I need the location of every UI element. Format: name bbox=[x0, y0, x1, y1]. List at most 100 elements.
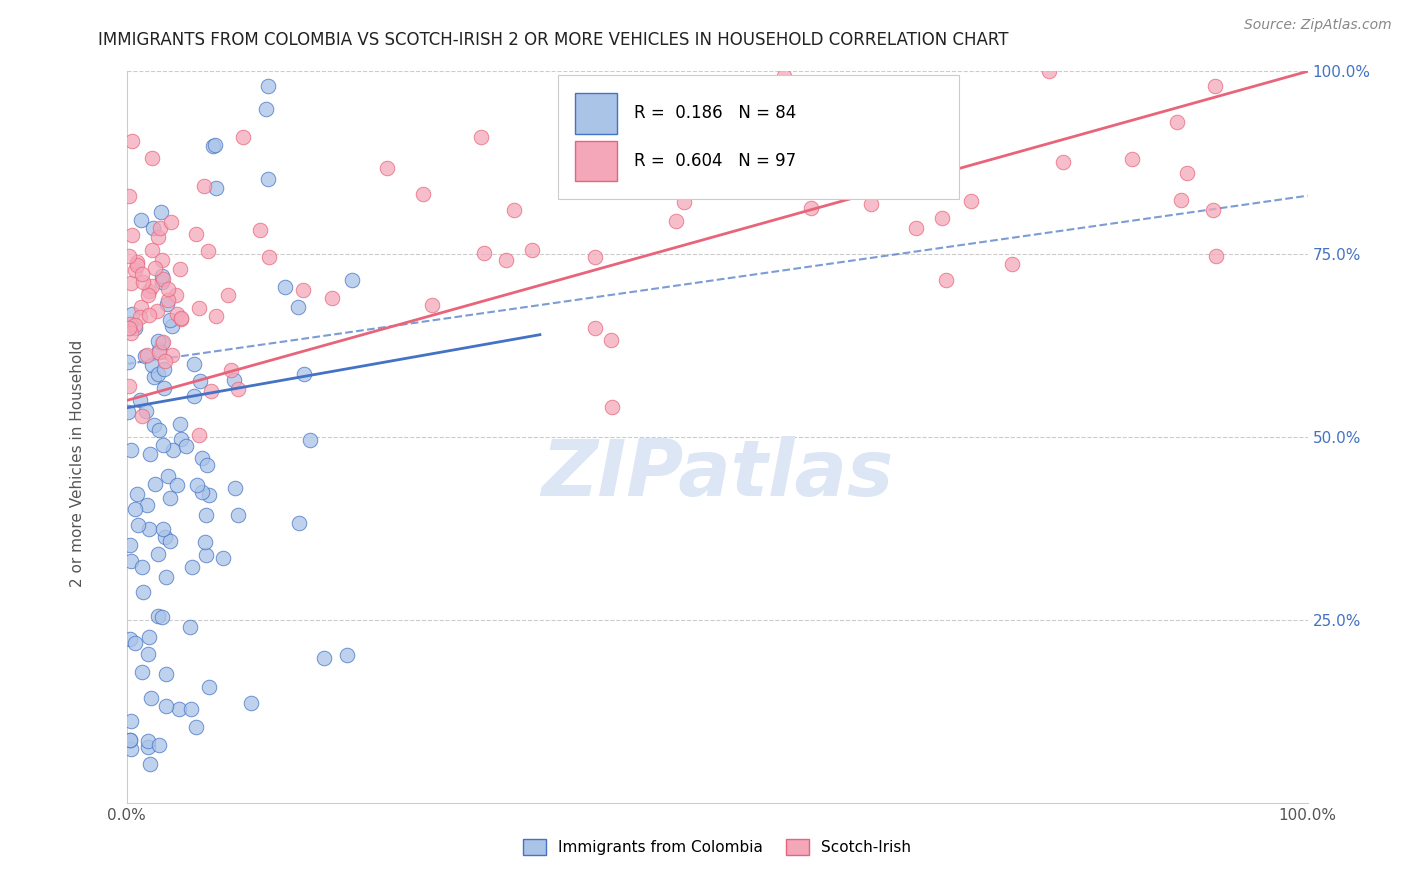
Point bbox=[138, 522, 160, 536]
Point bbox=[134, 349, 156, 363]
Point bbox=[249, 223, 271, 237]
Point bbox=[183, 357, 205, 371]
Point bbox=[1170, 193, 1192, 207]
Point bbox=[470, 129, 492, 144]
Point bbox=[420, 298, 443, 312]
Point bbox=[205, 181, 228, 195]
Point bbox=[198, 680, 221, 694]
Point bbox=[120, 733, 142, 747]
Point bbox=[859, 197, 882, 211]
Point bbox=[170, 432, 193, 446]
Point bbox=[222, 373, 245, 387]
Point bbox=[1175, 166, 1198, 180]
Point bbox=[194, 508, 217, 522]
Point bbox=[153, 530, 176, 544]
Point bbox=[155, 569, 177, 583]
Point bbox=[138, 284, 160, 298]
Point bbox=[257, 250, 280, 264]
Point bbox=[127, 517, 149, 532]
Point bbox=[959, 194, 981, 209]
Point bbox=[141, 358, 163, 372]
Point bbox=[153, 361, 176, 376]
Point bbox=[197, 244, 219, 259]
Text: Source: ZipAtlas.com: Source: ZipAtlas.com bbox=[1244, 18, 1392, 32]
Point bbox=[132, 584, 155, 599]
Point bbox=[184, 227, 207, 241]
Point bbox=[503, 203, 526, 218]
Point bbox=[120, 733, 142, 747]
Point bbox=[495, 253, 517, 268]
Point bbox=[120, 443, 142, 458]
Point bbox=[665, 213, 688, 227]
Point bbox=[412, 186, 434, 201]
Point bbox=[257, 171, 280, 186]
Point bbox=[148, 423, 170, 437]
Point bbox=[336, 648, 359, 662]
Point bbox=[135, 348, 157, 362]
Point bbox=[141, 691, 163, 706]
Point bbox=[159, 534, 181, 549]
Point bbox=[124, 635, 146, 649]
Point bbox=[156, 468, 179, 483]
Point bbox=[142, 417, 165, 432]
Point bbox=[883, 116, 905, 130]
Point bbox=[169, 417, 191, 431]
Point bbox=[150, 275, 173, 289]
Point bbox=[195, 458, 218, 472]
Point bbox=[125, 258, 148, 272]
Point bbox=[138, 308, 160, 322]
Point bbox=[146, 304, 169, 318]
Point bbox=[138, 447, 160, 461]
Point bbox=[180, 560, 202, 574]
Point bbox=[167, 702, 190, 716]
Point bbox=[120, 538, 142, 552]
Text: 2 or more Vehicles in Household: 2 or more Vehicles in Household bbox=[70, 340, 84, 588]
Point bbox=[162, 443, 184, 458]
Point bbox=[148, 367, 170, 381]
Text: IMMIGRANTS FROM COLOMBIA VS SCOTCH-IRISH 2 OR MORE VEHICLES IN HOUSEHOLD CORRELA: IMMIGRANTS FROM COLOMBIA VS SCOTCH-IRISH… bbox=[98, 31, 1010, 49]
Point bbox=[288, 516, 311, 530]
Point bbox=[778, 142, 800, 156]
Point bbox=[132, 275, 155, 289]
Point bbox=[141, 278, 163, 293]
Point bbox=[135, 499, 157, 513]
Point bbox=[201, 139, 224, 153]
Point bbox=[118, 379, 141, 393]
Point bbox=[1001, 257, 1024, 271]
Point bbox=[273, 280, 295, 294]
Point bbox=[197, 488, 219, 502]
Point bbox=[129, 300, 152, 314]
Point bbox=[135, 404, 157, 418]
Point bbox=[165, 288, 187, 302]
Point bbox=[226, 382, 249, 396]
Point bbox=[148, 230, 170, 244]
Point bbox=[138, 739, 160, 754]
Point bbox=[157, 282, 180, 296]
Point bbox=[1121, 152, 1143, 166]
Point bbox=[124, 502, 146, 516]
Point bbox=[139, 757, 162, 772]
Point bbox=[149, 220, 172, 235]
Point bbox=[1166, 114, 1188, 128]
Point bbox=[121, 307, 143, 321]
Point bbox=[118, 189, 141, 203]
Point bbox=[127, 255, 149, 269]
Point bbox=[166, 307, 188, 321]
Point bbox=[254, 102, 277, 116]
Point bbox=[155, 699, 177, 714]
Point bbox=[118, 321, 141, 335]
Point bbox=[148, 738, 170, 752]
Point bbox=[124, 318, 146, 332]
Point bbox=[855, 184, 877, 198]
Point bbox=[204, 138, 226, 153]
Point bbox=[120, 714, 142, 728]
Text: ZIPatlas: ZIPatlas bbox=[541, 435, 893, 512]
Point bbox=[129, 212, 152, 227]
Point bbox=[143, 261, 166, 276]
Point bbox=[155, 667, 177, 681]
Point bbox=[195, 549, 218, 563]
Point bbox=[191, 450, 214, 465]
Point bbox=[146, 547, 169, 561]
Point bbox=[124, 262, 146, 277]
Point bbox=[169, 262, 191, 277]
